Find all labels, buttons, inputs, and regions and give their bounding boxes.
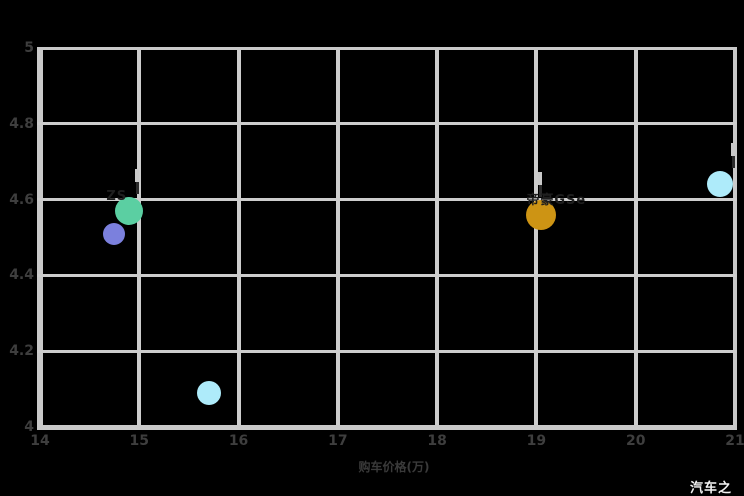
x-tick-18: 18 [427, 433, 447, 449]
gridline-y-4.8 [37, 122, 737, 126]
y-tick-4.6: 4.6 [9, 191, 34, 208]
point-cyan-right[interactable] [707, 171, 734, 198]
gridline-y-5 [37, 46, 737, 50]
point-gold[interactable] [526, 199, 557, 230]
gridline-x-21 [733, 48, 737, 430]
x-tick-21: 21 [725, 433, 744, 449]
gridline-x-16 [236, 48, 241, 430]
point-gold-leader-line-dark [538, 184, 542, 197]
y-tick-4.4: 4.4 [9, 267, 34, 284]
gridline-x-20 [633, 48, 638, 430]
x-tick-14: 14 [30, 433, 50, 449]
gridline-y-4.4 [37, 273, 737, 277]
point-cyan-low[interactable] [196, 380, 221, 405]
point-green-zs-label: ZS [106, 188, 128, 204]
y-tick-4.8: 4.8 [9, 115, 34, 132]
y-tick-5: 5 [24, 40, 34, 56]
gridline-y-4.6 [37, 198, 737, 202]
point-purple[interactable] [103, 222, 126, 245]
gridline-y-4.2 [37, 349, 737, 353]
x-tick-16: 16 [228, 433, 249, 449]
point-green-zs-leader-line [135, 168, 140, 182]
x-tick-20: 20 [625, 433, 646, 449]
point-cyan-right-leader-line [731, 143, 736, 157]
point-green-zs-leader-line-dark [135, 181, 139, 194]
x-tick-15: 15 [129, 433, 150, 449]
y-tick-4: 4 [24, 419, 34, 435]
point-gold-leader-line [538, 171, 543, 185]
gridline-x-18 [435, 48, 440, 430]
x-tick-19: 19 [526, 433, 547, 449]
point-gold-label: 帝豪GSe [526, 192, 587, 208]
y-tick-4.2: 4.2 [9, 343, 34, 360]
x-tick-17: 17 [328, 433, 348, 449]
gridline-x-15 [137, 48, 142, 430]
gridline-x-17 [335, 48, 340, 430]
autohome-watermark: 汽车之家 [690, 481, 733, 496]
gridline-x-14 [37, 48, 43, 430]
gridline-x-19 [534, 48, 539, 430]
point-green-zs[interactable] [115, 196, 144, 225]
gridline-y-4 [37, 424, 737, 430]
point-cyan-right-leader-line-dark [731, 156, 735, 169]
x-axis-title: 购车价格(万) [358, 460, 430, 474]
